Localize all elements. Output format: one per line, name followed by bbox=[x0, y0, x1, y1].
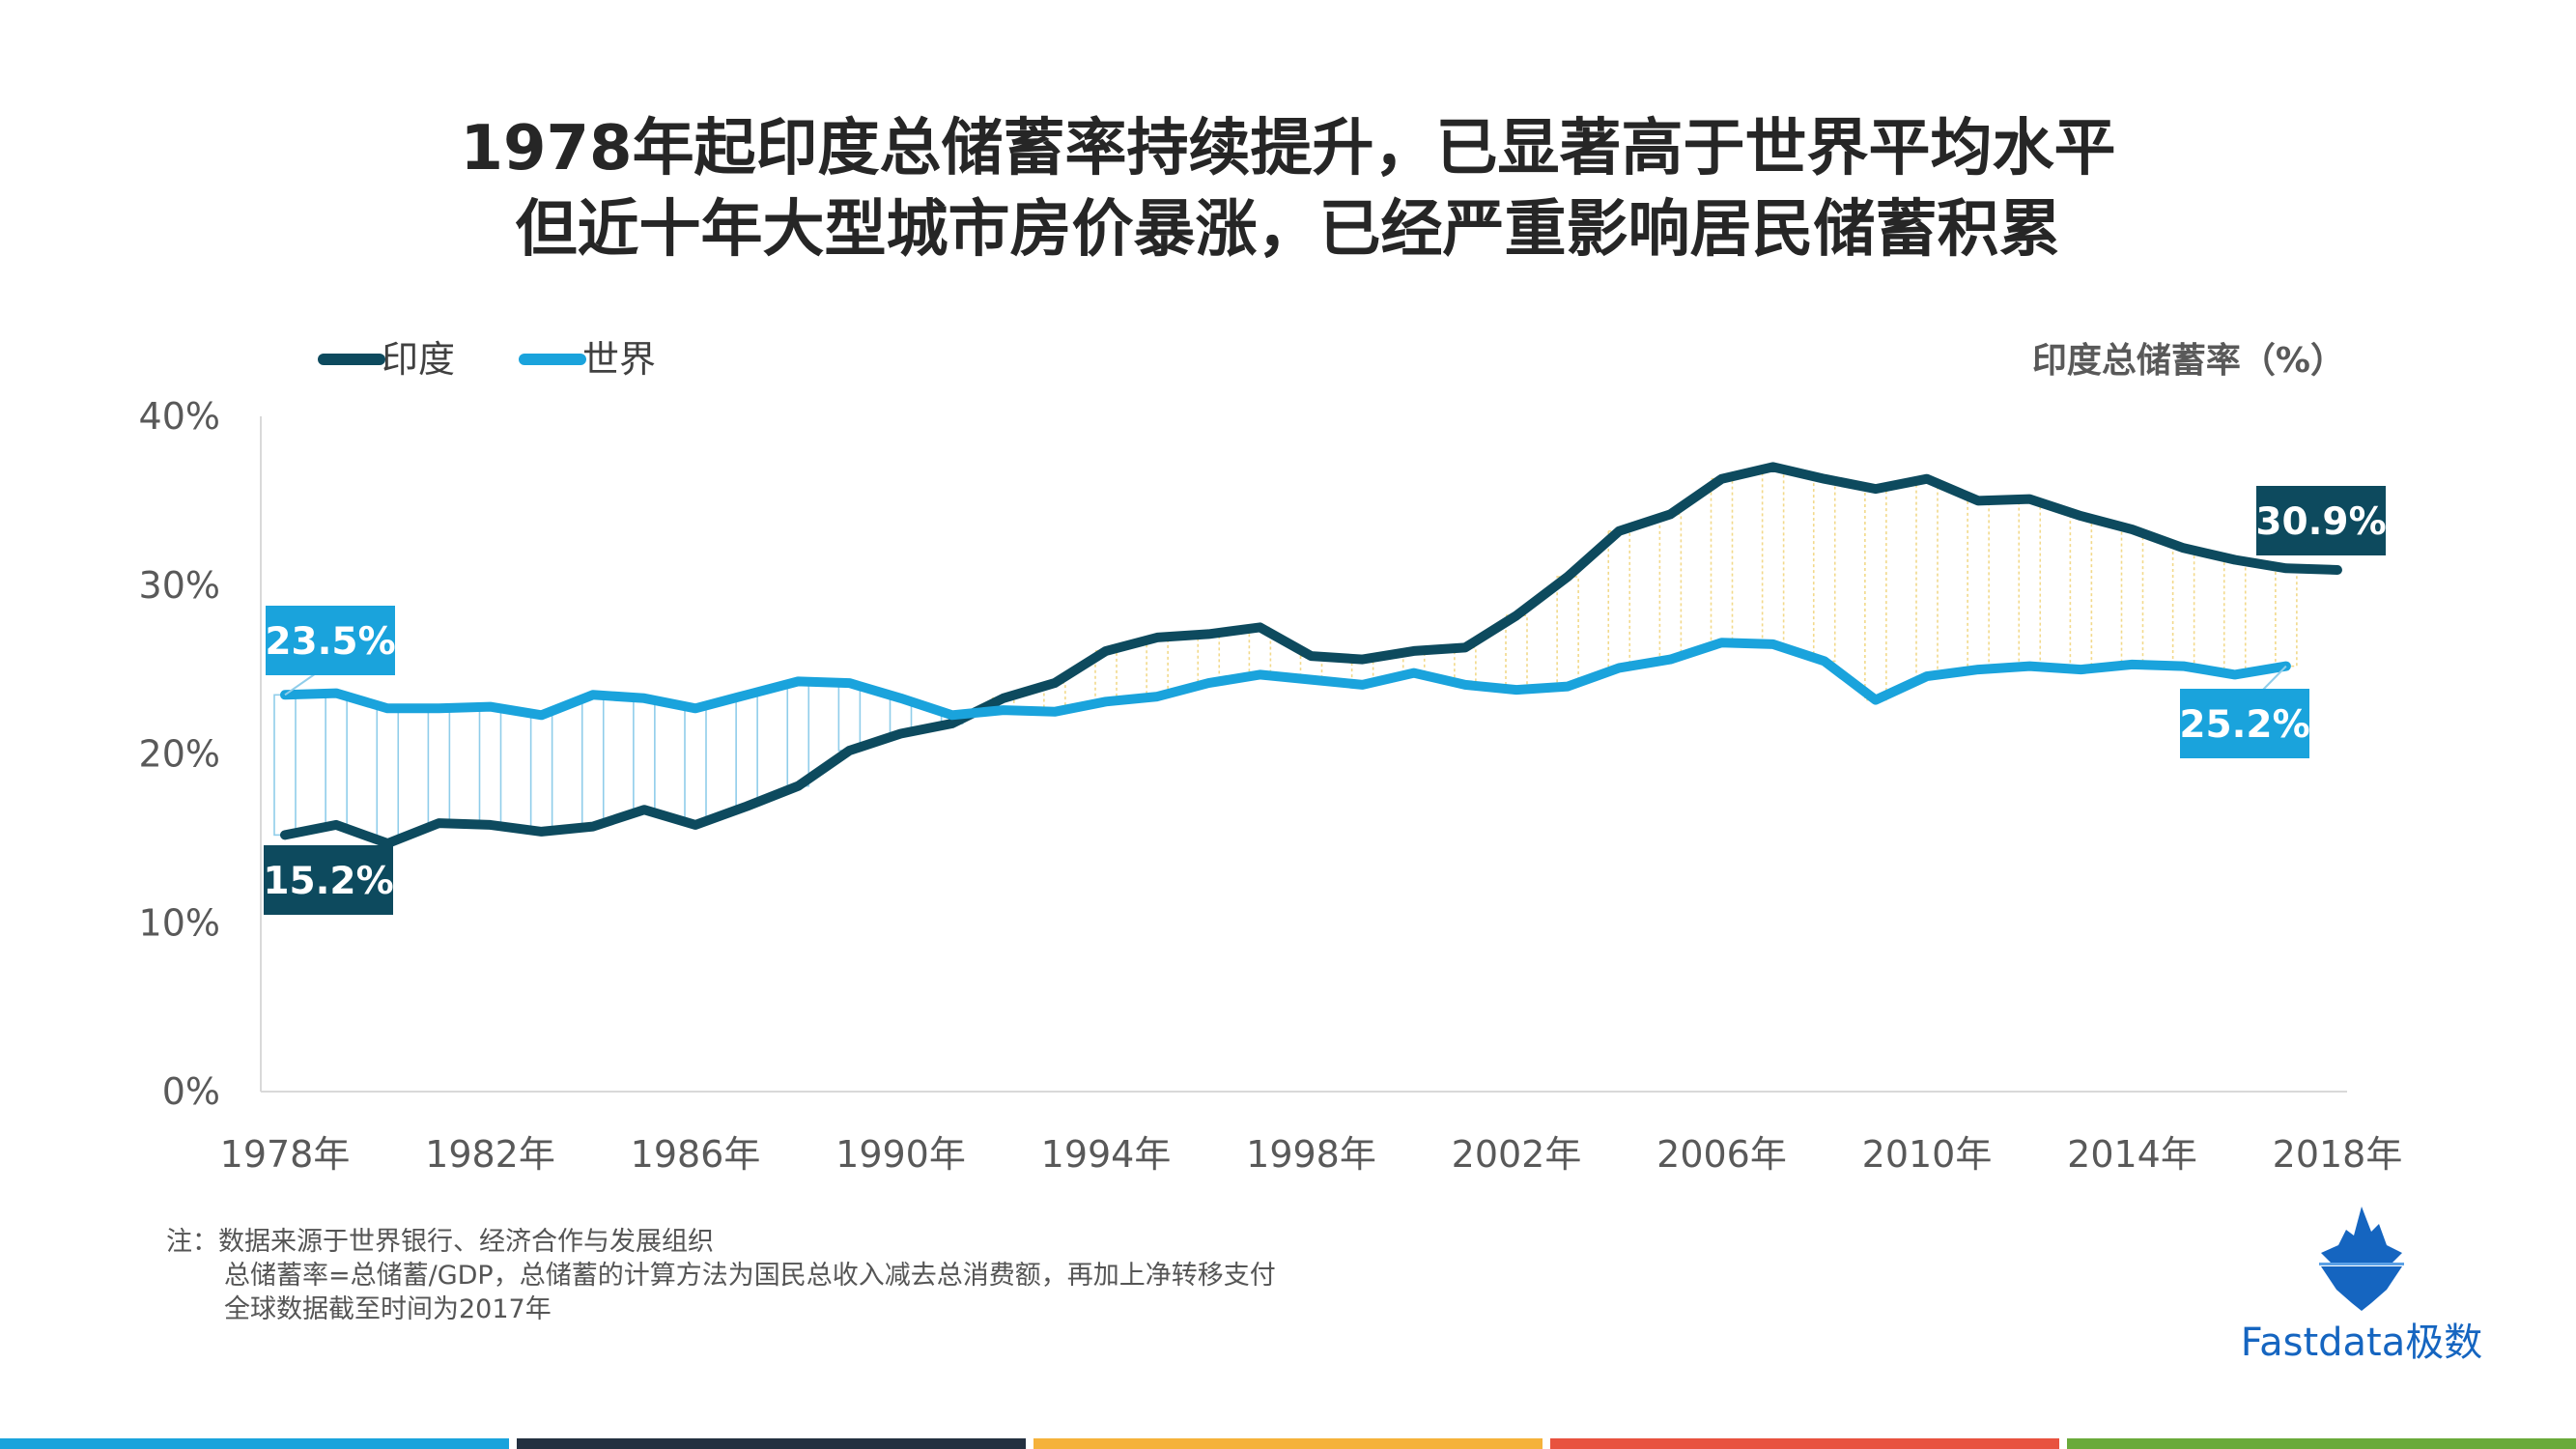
label-india-start-box bbox=[264, 845, 393, 915]
label-world-end-box bbox=[2180, 689, 2309, 758]
note-cutoff: 全球数据截至时间为2017年 bbox=[224, 1294, 552, 1324]
label-world-end: 25.2% bbox=[2179, 703, 2309, 747]
label-india-end-box bbox=[2256, 486, 2386, 555]
note-source: 注：数据来源于世界银行、经济合作与发展组织 bbox=[166, 1227, 714, 1257]
gap-connector bbox=[1556, 576, 1579, 688]
y-tick-label: 10% bbox=[139, 901, 220, 944]
y-tick-label: 30% bbox=[139, 564, 220, 607]
y-tick-label: 20% bbox=[139, 733, 220, 776]
gap-connector bbox=[273, 694, 297, 837]
gap-connector bbox=[2018, 497, 2042, 668]
leader-world-end bbox=[2259, 665, 2287, 694]
footer-bar-segment bbox=[2067, 1438, 2576, 1449]
footer-bar-segment bbox=[0, 1438, 509, 1449]
x-tick-label: 2010年 bbox=[1862, 1133, 1993, 1176]
gap-connector bbox=[580, 694, 605, 828]
title-line-2: 但近十年大型城市房价暴涨，已经严重影响居民储蓄积累 bbox=[515, 194, 2061, 266]
gap-connector bbox=[529, 714, 553, 833]
gap-connector bbox=[735, 694, 758, 808]
y-tick-label: 0% bbox=[162, 1070, 220, 1113]
gap-connector bbox=[1761, 466, 1785, 645]
gap-connector bbox=[1658, 513, 1683, 661]
legend-label-india: 印度 bbox=[382, 338, 455, 381]
iceberg-icon bbox=[2319, 1207, 2404, 1311]
logo-text: Fastdata极数 bbox=[2240, 1321, 2483, 1365]
gap-connector bbox=[1915, 477, 1939, 677]
chart-title: 1978年起印度总储蓄率持续提升，已显著高于世界平均水平 但近十年大型城市房价暴… bbox=[0, 108, 2576, 270]
x-tick-label: 1990年 bbox=[835, 1133, 966, 1176]
legend-label-world: 世界 bbox=[582, 338, 656, 381]
gap-connector bbox=[1299, 655, 1323, 681]
x-tick-label: 2002年 bbox=[1452, 1133, 1582, 1176]
y-tick-label: 40% bbox=[139, 395, 220, 438]
x-tick-label: 1978年 bbox=[220, 1133, 351, 1176]
footer-bar-segment bbox=[1550, 1438, 2059, 1449]
x-tick-label: 1986年 bbox=[631, 1133, 761, 1176]
x-tick-label: 1998年 bbox=[1246, 1133, 1376, 1176]
gap-connector bbox=[478, 705, 502, 826]
title-line-1: 1978年起印度总储蓄率持续提升，已显著高于世界平均水平 bbox=[460, 113, 2116, 185]
leader-world-start bbox=[284, 670, 320, 696]
fastdata-logo: Fastdata极数 bbox=[2226, 1203, 2497, 1367]
label-india-start: 15.2% bbox=[263, 860, 393, 903]
x-tick-label: 2006年 bbox=[1656, 1133, 1787, 1176]
label-world-start: 23.5% bbox=[265, 620, 395, 664]
gap-connector bbox=[1197, 633, 1221, 684]
gap-connector bbox=[1864, 488, 1887, 701]
x-tick-label: 1982年 bbox=[425, 1133, 555, 1176]
label-world-start-box bbox=[266, 606, 395, 675]
gap-connector bbox=[2222, 558, 2247, 676]
gap-connector bbox=[837, 682, 862, 752]
gap-connector bbox=[1710, 477, 1734, 643]
gap-connector bbox=[2171, 547, 2195, 668]
gap-connector bbox=[1607, 530, 1631, 669]
footnotes: 注：数据来源于世界银行、经济合作与发展组织 总储蓄率=总储蓄/GDP，总储蓄的计… bbox=[166, 1225, 1276, 1326]
gap-connector bbox=[2120, 528, 2144, 666]
x-tick-label: 1994年 bbox=[1041, 1133, 1172, 1176]
x-tick-label: 2018年 bbox=[2273, 1133, 2403, 1176]
footer-bar-segment bbox=[1033, 1438, 1543, 1449]
gap-connector bbox=[1505, 614, 1528, 691]
gap-connector bbox=[633, 697, 656, 810]
note-definition: 总储蓄率=总储蓄/GDP，总储蓄的计算方法为国民总收入减去总消费额，再加上净转移… bbox=[224, 1261, 1276, 1291]
gap-connector bbox=[376, 707, 400, 844]
gap-connector bbox=[1146, 637, 1169, 697]
gap-connector bbox=[427, 707, 451, 824]
gap-connector bbox=[684, 707, 707, 826]
gap-connector bbox=[325, 692, 348, 826]
footer-color-bar bbox=[0, 1438, 2576, 1449]
series-line-world bbox=[280, 638, 2291, 721]
gap-connector bbox=[1812, 477, 1836, 663]
label-india-end: 30.9% bbox=[2255, 500, 2386, 544]
gap-connector bbox=[786, 680, 810, 787]
savings-rate-chart: 0% 10% 20% 30% 40% 1978年 1982年 1986年 1990年 1994年 1… bbox=[139, 338, 2403, 1176]
x-tick-label: 2014年 bbox=[2067, 1133, 2197, 1176]
gap-connector bbox=[2069, 515, 2093, 670]
footer-bar-segment bbox=[517, 1438, 1026, 1449]
gap-connector bbox=[2275, 567, 2298, 668]
gap-connector bbox=[1967, 499, 1990, 670]
y-axis-label: 印度总储蓄率（%） bbox=[2032, 341, 2345, 381]
series-line-india bbox=[280, 462, 2342, 849]
